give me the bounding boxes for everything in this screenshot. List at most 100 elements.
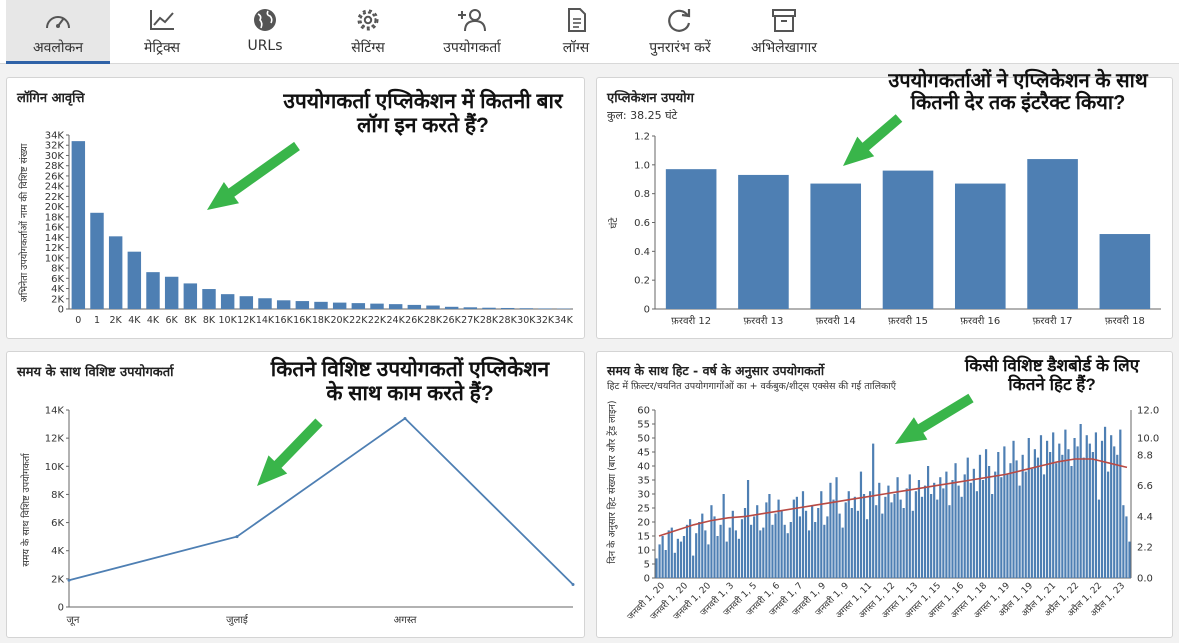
login-chart-ytick-label: 0 [58,305,64,316]
tab-archive[interactable]: अभिलेखागार [738,0,830,64]
login-chart-bar [370,303,384,309]
hits-chart-bar [939,477,942,578]
login-chart-bar [388,304,403,309]
unique-users-panel: समय के साथ विशिष्ट उपयोगकर्ता कितने विशि… [6,351,585,638]
login-chart-ylabel: अभिनेता उपयोगकर्ताओं नाम की विशिष्ट संख्… [18,143,30,302]
tab-logs[interactable]: लॉग्स [538,0,614,64]
unique-chart-ytick-label: 8K [51,490,64,501]
hits-annotation: किसी विशिष्ट डैशबोर्ड के लिए कितने हिट ह… [964,356,1140,395]
login-chart-xtick-label: 0 [75,315,81,326]
top-toolbar: अवलोकन मेट्रिक्स URLs सेटिंग्स उपयोगकर्त… [0,0,1179,64]
usage-chart-ylabel: घंटे [608,217,620,229]
hits-chart-bar [786,533,789,578]
hits-chart-bar [1058,443,1061,578]
tab-overview[interactable]: अवलोकन [6,0,110,64]
hits-chart-bar [984,449,988,578]
login-chart-bar [127,251,142,309]
login-chart-xtick-label: 20K [331,315,350,326]
hits-chart-bar [817,508,820,578]
login-chart-xtick-label: 8K [203,315,216,326]
hits-chart-bar [804,510,808,578]
hits-chart-bar [933,482,936,578]
login-frequency-chart: 02K4K6K8K10K12K14K16K18K20K22K24K26K28K3… [18,131,574,327]
hits-chart-bar [670,527,673,578]
hits-chart-bar [737,538,741,578]
hits-chart-bar [1064,429,1067,578]
login-chart-ytick-label: 26K [45,171,65,182]
unique-users-chart: 0 2K 4K 6K 8K 10K 12K 14K समय के साथ विशिष्ट उपय… [20,406,575,626]
hits-chart-bar [878,482,881,578]
login-chart-xtick-label: 8K [184,315,197,326]
login-chart-bar [538,308,552,309]
usage-chart-ytick-label: 0.6 [634,218,650,229]
hits-chart-bar [716,536,719,578]
hits-chart-bar [856,510,860,578]
unique-chart-point [67,578,71,582]
hits-chart-bar [945,471,948,578]
unique-chart-point [403,416,407,420]
tab-users[interactable]: उपयोगकर्ता [428,0,516,64]
hits-chart-bar [725,541,728,578]
hits-chart-bar [710,505,713,578]
hits-chart-bar [994,471,997,578]
hits-chart-y2tick-label: 12.0 [1137,406,1159,417]
login-chart-xtick-label: 27K [461,315,480,326]
tab-settings-label: सेटिंग्स [351,40,385,56]
hits-chart-bar [658,544,661,578]
hits-chart-bar [1091,452,1094,578]
hits-chart-bar [954,463,957,578]
login-chart-bar [500,307,515,309]
tab-settings[interactable]: सेटिंग्स [322,0,414,64]
hits-chart-bar [692,555,695,578]
application-usage-panel: एप्लिकेशन उपयोग कुल: 38.25 घंटे उपयोगकर्… [596,70,1173,339]
hits-chart-bar [1036,457,1040,578]
hits-chart-ytick-label: 40 [637,462,650,473]
hits-chart-bar [795,496,798,578]
hits-chart-bar [731,510,734,578]
hits-chart-bar [884,496,887,578]
hits-chart-bar [801,491,805,578]
hits-chart-bar [1128,541,1131,578]
hits-chart-bar [829,482,832,578]
hits-chart-bar [1103,426,1107,578]
hits-chart-bar [835,477,838,578]
hits-chart-bar [844,502,847,578]
hits-chart-bar [820,491,823,578]
tab-restart[interactable]: पुनरारंभ करें [634,0,726,64]
login-chart-bar [258,298,272,309]
hits-chart-bar [1027,438,1030,578]
hits-chart-bar [911,510,914,578]
hits-chart-bar [768,494,771,578]
login-chart-ytick-label: 24K [45,182,65,193]
hits-chart-bar [1094,432,1098,578]
tab-metrics[interactable]: मेट्रिक्स [118,0,206,64]
hits-chart-bar [1039,435,1043,578]
hits-chart-bar [685,524,689,578]
hits-chart-bar [981,480,985,578]
login-chart-xtick-label: 14K [256,315,275,326]
hits-chart-ytick-label: 15 [637,532,650,543]
login-chart-xtick-label: 26K [405,315,424,326]
login-chart-xtick-label: 24K [387,315,406,326]
unique-chart-ytick-label: 14K [45,406,65,417]
hits-chart-bar [1076,446,1079,578]
usage-chart-ytick-label: 0.8 [634,189,650,200]
usage-chart-ytick-label: 1.0 [634,160,650,171]
unique-users-title: समय के साथ विशिष्ट उपयोगकर्ता [17,365,174,380]
hits-chart-bar [740,519,744,578]
login-chart-bar [164,276,179,309]
hits-chart-bar [923,485,927,578]
hits-chart-bar [850,508,853,578]
login-chart-bar [108,236,123,309]
usage-chart-xtick-label: फ़रवरी 12 [671,315,711,327]
hits-chart-bar [774,513,777,578]
login-chart-bar [332,302,347,309]
usage-chart-bar [810,183,862,309]
usage-chart-ytick-label: 0.2 [634,276,650,287]
tab-urls[interactable]: URLs [222,0,308,64]
hits-chart-bar [780,510,783,578]
login-chart-ytick-label: 2K [51,294,64,305]
hits-chart-bar [811,505,814,578]
unique-chart-xtick-label: जुलाई [226,614,249,626]
hits-chart-bar [667,530,670,578]
